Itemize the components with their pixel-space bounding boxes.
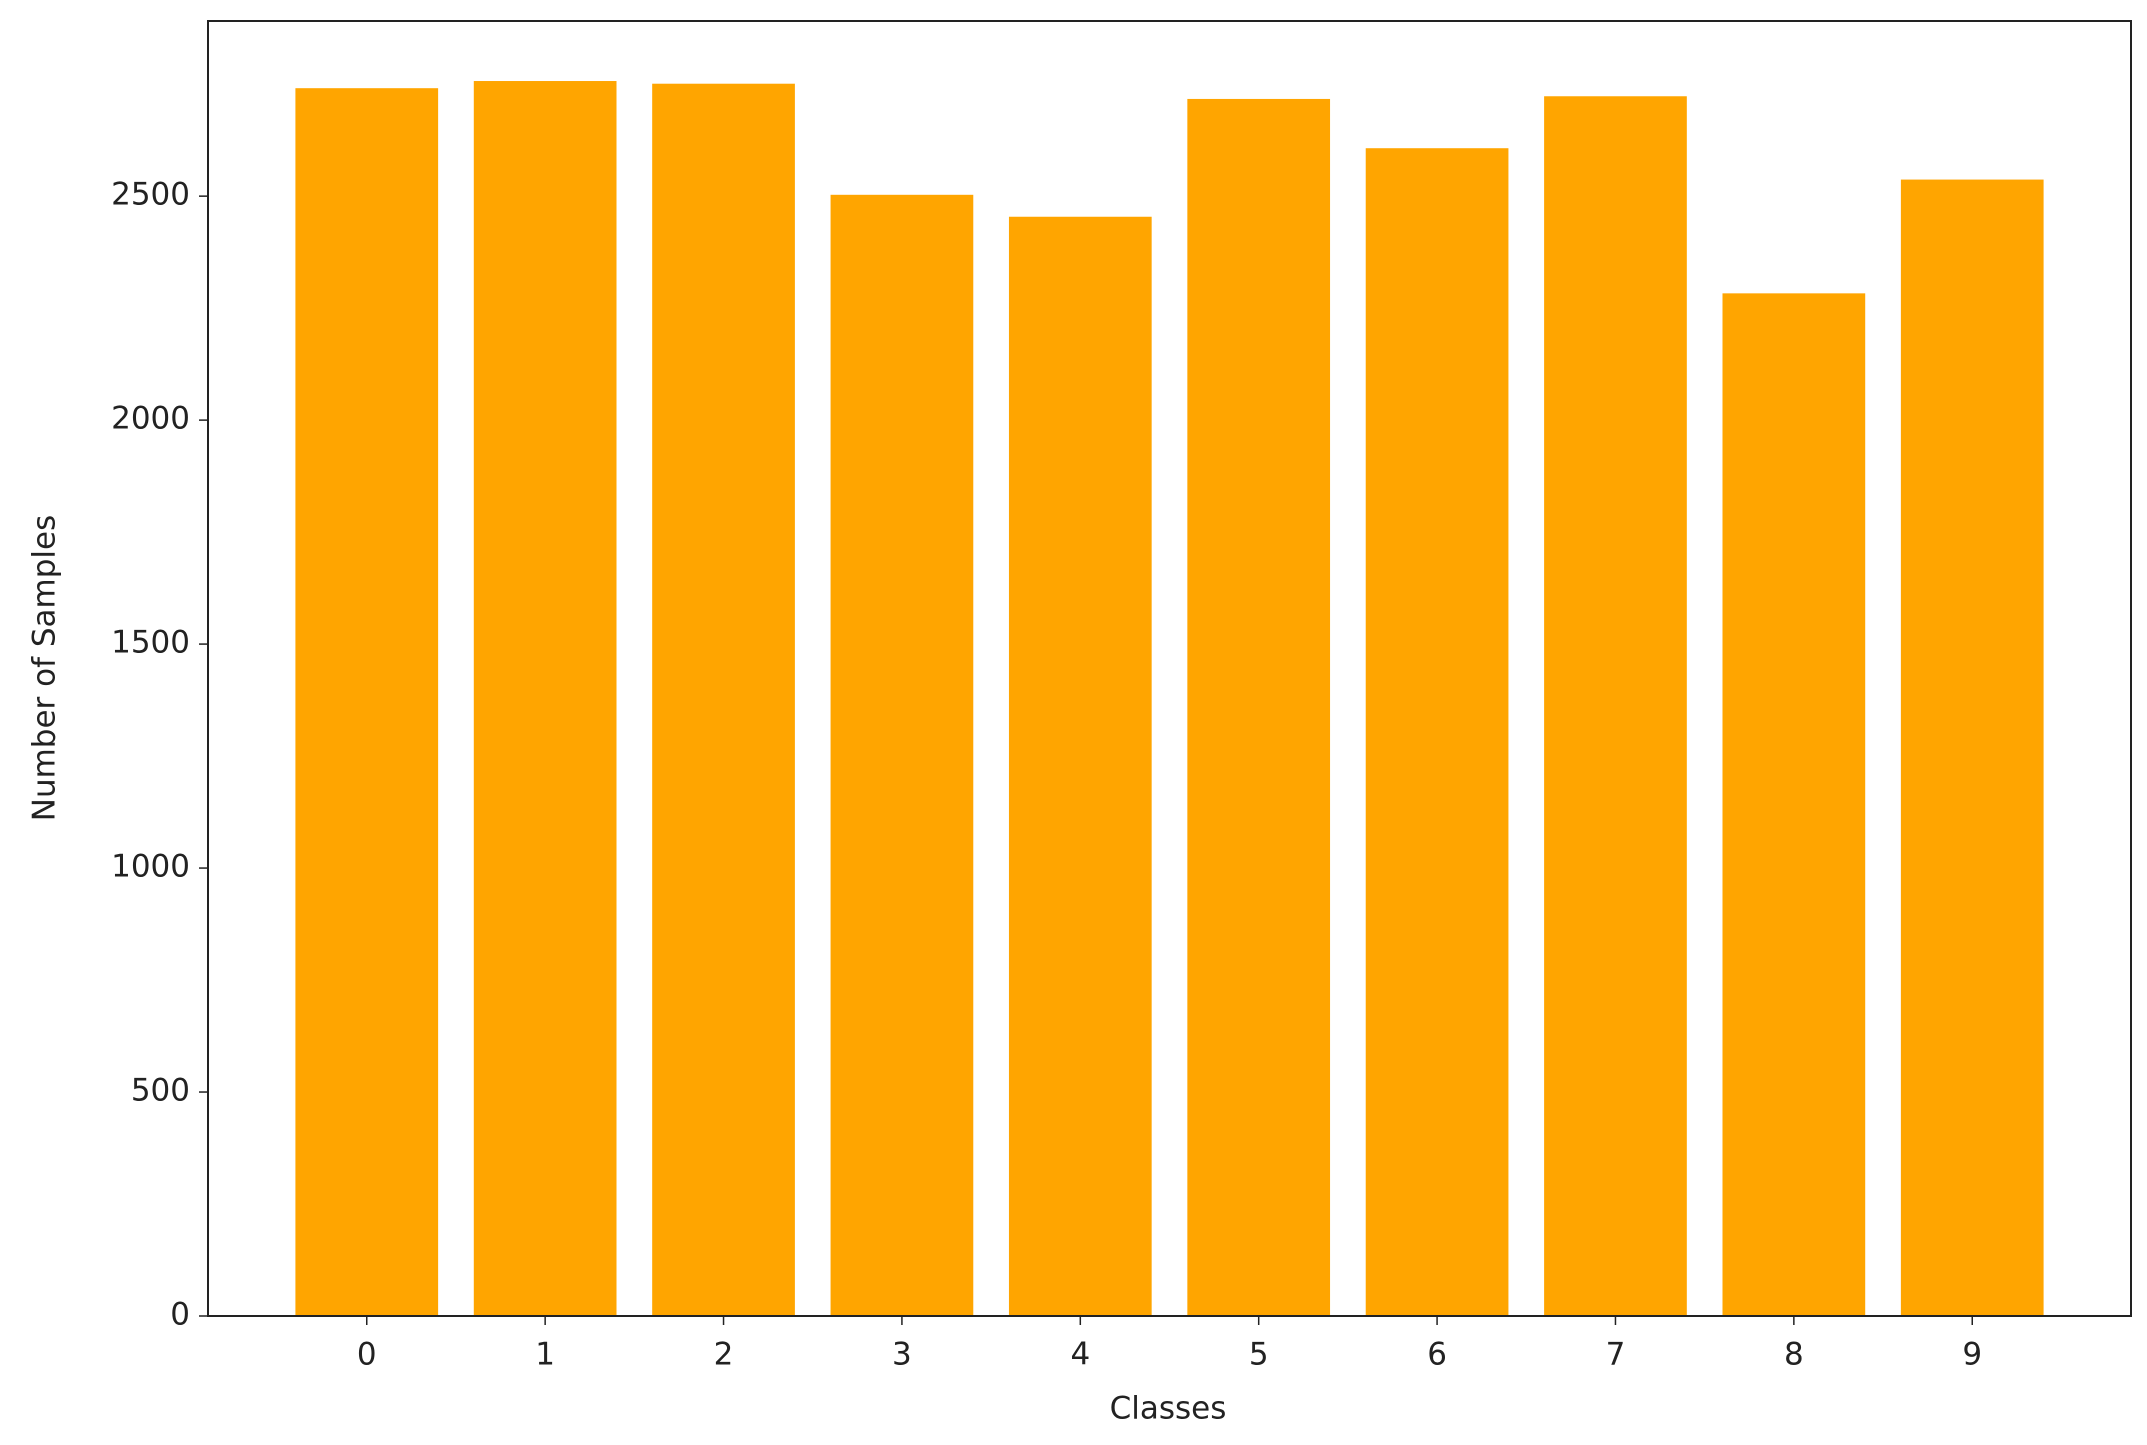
x-tick-label: 5 — [1249, 1337, 1269, 1373]
bar — [1008, 216, 1152, 1316]
bar — [1544, 96, 1687, 1316]
bar — [473, 81, 617, 1317]
bar — [1187, 98, 1331, 1316]
y-axis-label: Number of Samples — [27, 515, 63, 822]
bar — [1900, 179, 2044, 1317]
x-tick-label: 2 — [714, 1337, 734, 1373]
bar — [295, 88, 439, 1316]
y-tick-label: 500 — [131, 1073, 190, 1109]
bar — [830, 194, 974, 1316]
bar — [652, 83, 795, 1316]
y-tick-label: 0 — [170, 1297, 190, 1333]
plot-frame — [207, 20, 2132, 1317]
x-tick-label: 4 — [1070, 1337, 1090, 1373]
y-tick-label: 1000 — [111, 849, 190, 885]
y-tick-label: 1500 — [111, 625, 190, 661]
x-tick-label: 8 — [1784, 1337, 1804, 1373]
x-tick-label: 9 — [1962, 1337, 1982, 1373]
x-axis-label: Classes — [1110, 1391, 1227, 1427]
x-tick-label: 3 — [892, 1337, 912, 1373]
x-tick-label: 7 — [1606, 1337, 1626, 1373]
bar — [1365, 148, 1509, 1317]
y-tick-label: 2500 — [111, 177, 190, 213]
bar — [1722, 293, 1866, 1317]
x-tick-label: 0 — [357, 1337, 377, 1373]
x-tick-label: 6 — [1427, 1337, 1447, 1373]
x-tick-label: 1 — [535, 1337, 555, 1373]
y-tick-label: 2000 — [111, 401, 190, 437]
